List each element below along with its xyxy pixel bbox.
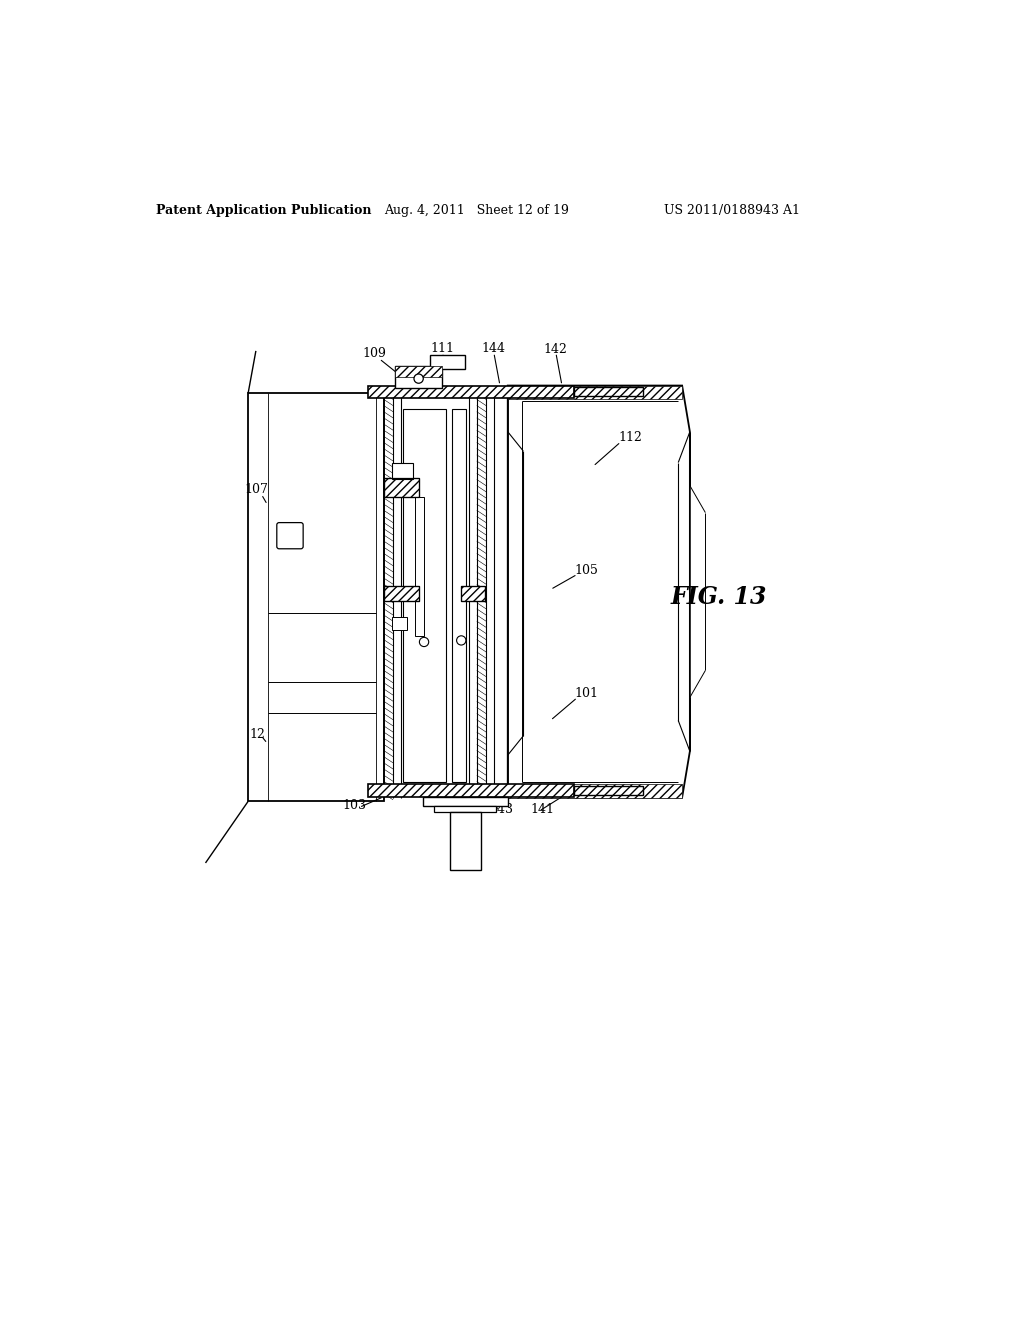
Text: 107: 107 bbox=[245, 483, 268, 496]
Bar bbox=[248, 393, 384, 801]
Text: 109: 109 bbox=[362, 347, 386, 360]
Text: 18: 18 bbox=[460, 816, 475, 829]
Circle shape bbox=[420, 638, 429, 647]
Bar bbox=[369, 385, 573, 397]
Bar bbox=[452, 409, 466, 781]
FancyBboxPatch shape bbox=[276, 523, 303, 549]
Text: 142: 142 bbox=[544, 343, 567, 356]
Bar bbox=[573, 387, 643, 396]
Text: 144: 144 bbox=[482, 342, 506, 355]
Bar bbox=[508, 385, 682, 400]
Bar bbox=[461, 586, 484, 601]
Bar bbox=[508, 784, 682, 797]
Bar bbox=[391, 616, 407, 631]
Bar bbox=[384, 478, 419, 498]
Text: 103: 103 bbox=[342, 799, 367, 812]
Text: 112: 112 bbox=[618, 432, 642, 445]
Text: Aug. 4, 2011   Sheet 12 of 19: Aug. 4, 2011 Sheet 12 of 19 bbox=[384, 205, 569, 218]
Text: 143: 143 bbox=[489, 803, 514, 816]
Bar bbox=[461, 586, 484, 601]
Circle shape bbox=[414, 374, 423, 383]
Bar bbox=[403, 409, 445, 781]
Bar bbox=[415, 498, 424, 636]
Bar bbox=[384, 586, 419, 601]
Circle shape bbox=[457, 636, 466, 645]
Bar bbox=[395, 367, 442, 388]
Bar bbox=[395, 367, 442, 378]
Polygon shape bbox=[508, 385, 690, 797]
Bar bbox=[430, 355, 465, 368]
Bar bbox=[384, 586, 419, 601]
Bar bbox=[391, 462, 414, 479]
Text: Patent Application Publication: Patent Application Publication bbox=[156, 205, 372, 218]
Text: 111: 111 bbox=[431, 342, 455, 355]
Text: US 2011/0188943 A1: US 2011/0188943 A1 bbox=[665, 205, 801, 218]
Text: 101: 101 bbox=[574, 686, 598, 700]
Bar bbox=[573, 785, 643, 795]
Text: 141: 141 bbox=[530, 803, 555, 816]
Text: FIG. 13: FIG. 13 bbox=[671, 585, 767, 610]
Text: 105: 105 bbox=[574, 564, 598, 577]
Bar bbox=[423, 797, 508, 807]
Text: 12: 12 bbox=[250, 727, 265, 741]
Bar bbox=[384, 478, 419, 498]
Bar bbox=[450, 812, 480, 870]
Bar bbox=[369, 784, 573, 797]
Bar bbox=[434, 807, 496, 812]
